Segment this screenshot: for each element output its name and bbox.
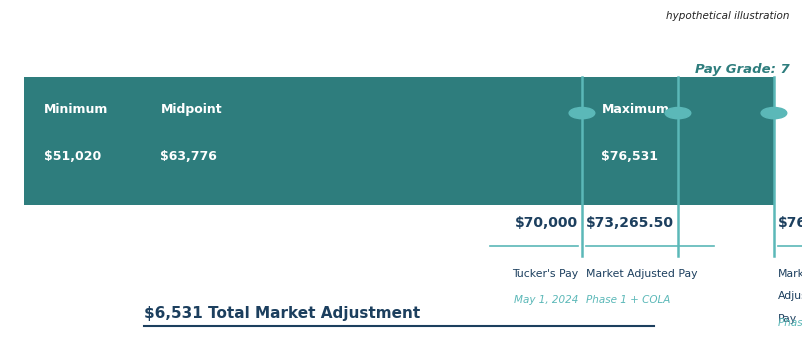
Text: Maximum: Maximum [602, 103, 670, 116]
Text: $63,776: $63,776 [160, 150, 217, 163]
Text: May 1, 2024: May 1, 2024 [513, 295, 578, 305]
Text: hypothetical illustration: hypothetical illustration [666, 11, 790, 20]
Bar [24, 77, 774, 205]
Text: Minimum: Minimum [44, 103, 108, 116]
Text: Midpoint: Midpoint [160, 103, 222, 116]
Text: Pay: Pay [778, 314, 797, 324]
Text: Phase 2: Phase 2 [778, 318, 802, 327]
Text: Adjusted: Adjusted [778, 291, 802, 301]
Circle shape [761, 107, 787, 119]
Circle shape [569, 107, 595, 119]
Text: $73,265.50: $73,265.50 [586, 216, 674, 230]
Text: $6,531 Total Market Adjustment: $6,531 Total Market Adjustment [144, 306, 420, 321]
Text: Market Adjusted Pay: Market Adjusted Pay [586, 269, 698, 278]
Text: $76,531: $76,531 [778, 216, 802, 230]
Text: $76,531: $76,531 [602, 150, 658, 163]
Text: Tucker's Pay: Tucker's Pay [512, 269, 578, 278]
Text: Market: Market [778, 269, 802, 278]
Circle shape [665, 107, 691, 119]
Text: $51,020: $51,020 [44, 150, 101, 163]
Text: $70,000: $70,000 [515, 216, 578, 230]
Text: Phase 1 + COLA: Phase 1 + COLA [586, 295, 670, 305]
Text: Pay Grade: 7: Pay Grade: 7 [695, 63, 790, 76]
